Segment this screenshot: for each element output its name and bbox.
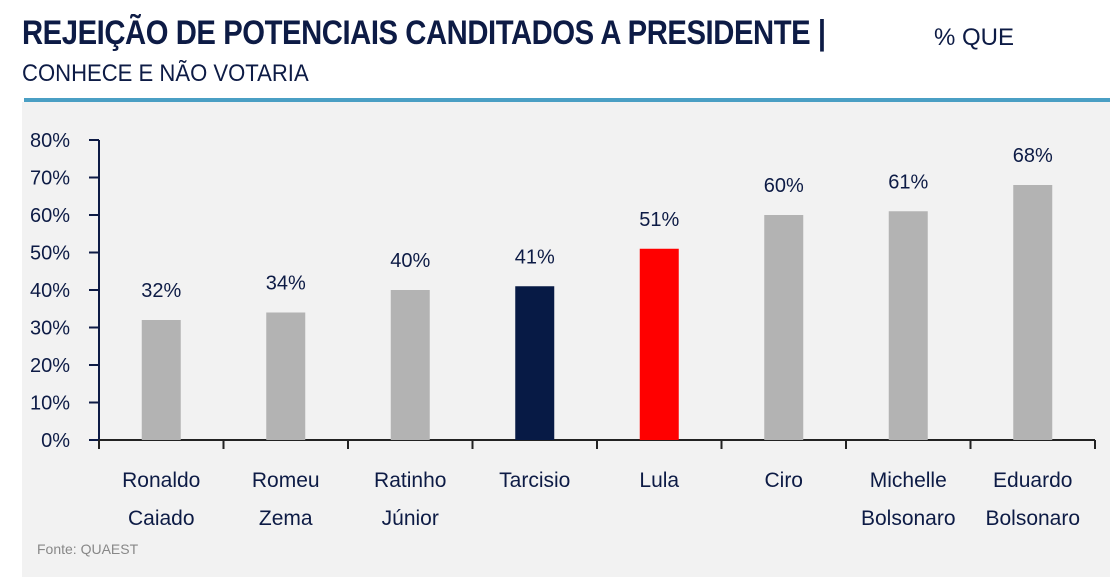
data-label: 61% [888,171,928,193]
data-label: 41% [515,246,555,268]
y-tick-label: 50% [30,243,70,265]
x-tick-label: Bolsonaro [861,507,956,530]
x-tick-label: Bolsonaro [985,507,1080,530]
title-divider [24,98,1110,102]
x-tick-label: Ratinho [374,469,446,492]
x-tick-label: Ronaldo [122,469,200,492]
title-subtitle-inline: % QUE [934,24,1015,51]
bar [141,320,181,440]
data-label: 32% [141,280,181,302]
y-tick-label: 10% [30,393,70,415]
bar [888,211,928,440]
bar [390,290,430,440]
chart-title: REJEIÇÃO DE POTENCIAIS CANDITADOS A PRES… [22,14,956,53]
x-tick-label: Romeu [252,469,320,492]
bar [515,286,555,440]
x-tick-label: Zema [259,507,313,530]
data-label: 68% [1013,145,1053,167]
data-label: 34% [266,273,306,295]
y-tick-label: 80% [30,130,70,152]
bar [764,215,804,440]
x-tick-label: Ciro [764,469,803,492]
x-tick-label: Michelle [870,469,947,492]
bar [1013,185,1053,440]
x-tick-label: Júnior [382,507,439,530]
y-tick-label: 20% [30,355,70,377]
y-tick-label: 0% [41,430,70,452]
y-tick-label: 60% [30,205,70,227]
x-tick-label: Caiado [128,507,195,530]
x-tick-label: Eduardo [993,469,1072,492]
data-label: 40% [390,250,430,272]
y-tick-label: 30% [30,318,70,340]
source-note: Fonte: QUAEST [37,541,139,557]
title-main: REJEIÇÃO DE POTENCIAIS CANDITADOS A PRES… [22,14,826,52]
title-subtitle-line2: CONHECE E NÃO VOTARIA [22,60,309,87]
x-tick-label: Tarcisio [499,469,570,492]
bar [266,312,306,440]
data-label: 60% [764,175,804,197]
y-tick-label: 70% [30,168,70,190]
data-label: 51% [639,209,679,231]
x-tick-label: Lula [639,469,679,492]
bar [639,248,679,440]
chart-panel [22,102,1110,577]
y-tick-label: 40% [30,280,70,302]
